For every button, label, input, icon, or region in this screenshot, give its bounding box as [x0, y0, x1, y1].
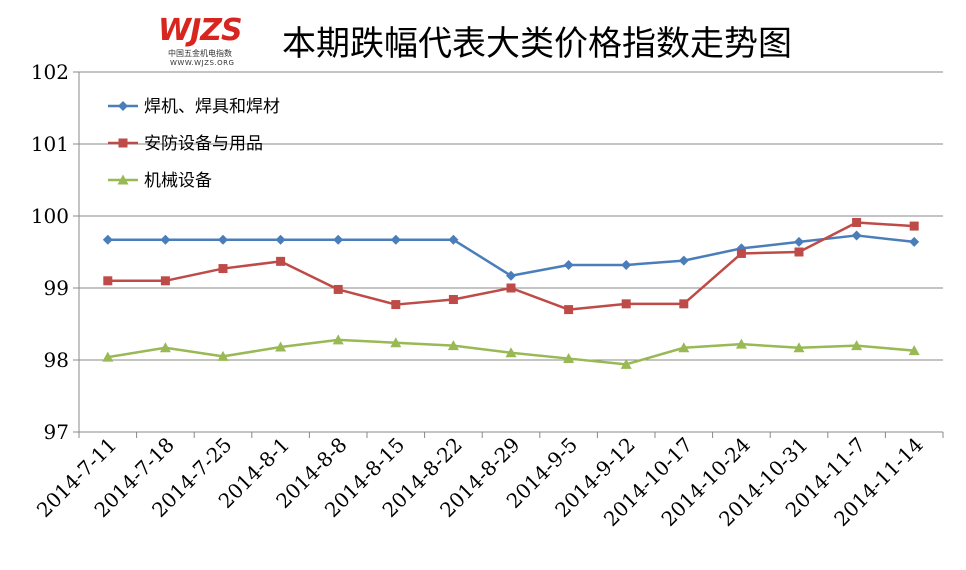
- data-point: [448, 295, 458, 305]
- y-tick-label: 100: [31, 204, 69, 228]
- data-point: [909, 236, 920, 247]
- data-point: [678, 255, 689, 266]
- y-tick-label: 97: [44, 420, 69, 444]
- data-point: [621, 259, 632, 270]
- data-point: [678, 342, 690, 353]
- series-line-2: [107, 221, 915, 311]
- data-point: [506, 270, 516, 281]
- data-point: [735, 338, 747, 349]
- data-point: [448, 234, 459, 245]
- logo: WJZS 中国五金机电指数 WWW.WJZS.ORG: [148, 8, 258, 70]
- data-point: [218, 234, 228, 245]
- logo-mark: WJZS: [158, 13, 243, 48]
- data-point: [909, 221, 919, 231]
- legend-marker: [118, 138, 128, 148]
- data-point: [103, 276, 113, 286]
- data-point: [160, 234, 171, 245]
- data-point: [159, 342, 171, 353]
- data-point: [391, 300, 401, 310]
- data-point: [851, 230, 862, 241]
- legend-label: 机械设备: [144, 171, 212, 191]
- data-point: [563, 353, 575, 364]
- data-point: [332, 334, 344, 345]
- data-point: [390, 337, 402, 348]
- data-point: [794, 247, 804, 257]
- data-point: [102, 234, 113, 245]
- data-point: [217, 350, 229, 361]
- data-point: [621, 299, 631, 309]
- data-point: [275, 341, 287, 352]
- legend-marker: [118, 101, 128, 111]
- data-point: [333, 284, 343, 294]
- data-point: [505, 347, 517, 358]
- data-point: [679, 299, 689, 309]
- data-point: [852, 217, 862, 227]
- data-point: [620, 358, 632, 369]
- data-point: [390, 234, 401, 245]
- data-point: [563, 259, 574, 270]
- y-tick-label: 101: [31, 132, 69, 156]
- data-point: [793, 342, 805, 353]
- data-point: [506, 283, 516, 293]
- logo-subtitle: 中国五金机电指数: [168, 49, 232, 58]
- logo-url: WWW.WJZS.ORG: [170, 59, 235, 67]
- data-point: [564, 305, 574, 315]
- data-point: [794, 236, 804, 247]
- data-point: [851, 340, 863, 351]
- y-tick-label: 98: [44, 348, 69, 372]
- y-tick-label: 102: [31, 60, 69, 84]
- data-point: [160, 276, 170, 286]
- data-point: [275, 234, 286, 245]
- data-point: [736, 248, 746, 258]
- series-line-1: [107, 234, 915, 278]
- legend-marker: [117, 174, 129, 185]
- legend-label: 焊机、焊具和焊材: [144, 97, 280, 117]
- data-point: [276, 256, 286, 266]
- chart-title: 本期跌幅代表大类价格指数走势图: [282, 24, 792, 64]
- data-point: [908, 345, 920, 356]
- y-tick-label: 99: [44, 276, 69, 300]
- data-point: [102, 351, 114, 362]
- data-point: [333, 234, 344, 245]
- data-point: [218, 264, 228, 274]
- data-point: [447, 340, 459, 351]
- legend-label: 安防设备与用品: [144, 134, 263, 154]
